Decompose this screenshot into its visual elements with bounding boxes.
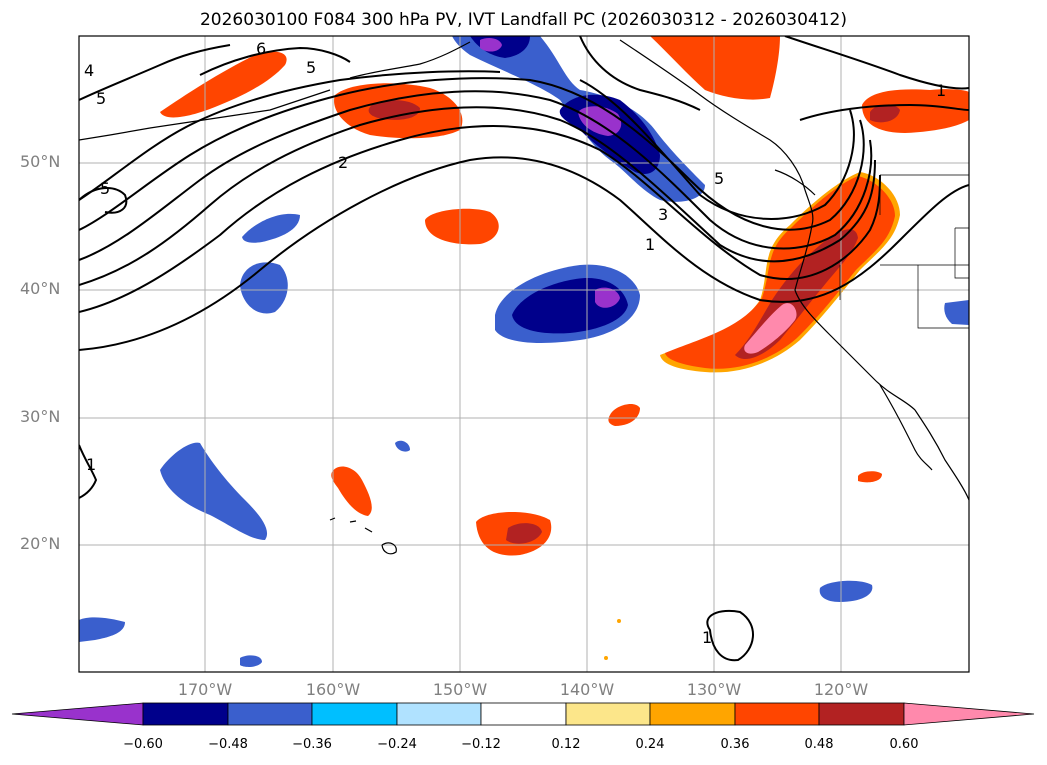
colorbar-tick-label: 0.48	[804, 737, 834, 752]
contour-label: 1	[86, 455, 96, 474]
contour-label: 5	[306, 58, 316, 77]
positive-anomaly-areas	[160, 36, 969, 660]
map-frame	[78, 35, 970, 673]
lon-tick-label: 120°W	[813, 680, 869, 699]
figure-title: 2026030100 F084 300 hPa PV, IVT Landfall…	[199, 10, 847, 30]
colorbar-tick-label: 0.12	[551, 737, 581, 752]
lat-tick-label: 50°N	[20, 152, 61, 171]
contour-label: 2	[338, 153, 348, 172]
contour-label: 6	[256, 39, 266, 58]
lon-tick-label: 160°W	[305, 680, 361, 699]
contour-label: 1	[645, 235, 655, 254]
contour-label: 5	[100, 179, 110, 198]
lat-tick-label: 40°N	[20, 279, 61, 298]
colorbar-extend-low	[11, 702, 144, 726]
lon-tick-label: 150°W	[432, 680, 488, 699]
colorbar-tick-label: −0.48	[208, 737, 248, 752]
colorbar-tick-label: 0.36	[720, 737, 750, 752]
graticule	[79, 36, 969, 672]
colorbar-tick-label: 0.60	[889, 737, 919, 752]
colorbar-tick-label: −0.12	[461, 737, 501, 752]
colorbar-tick-label: −0.24	[377, 737, 417, 752]
negative-anomaly-areas	[79, 36, 969, 667]
contour-label: 3	[658, 205, 668, 224]
lat-tick-label: 20°N	[20, 534, 61, 553]
contour-label: 4	[84, 61, 94, 80]
lon-tick-label: 140°W	[559, 680, 615, 699]
lat-tick-label: 30°N	[20, 407, 61, 426]
contour-labels: 6 5 4 5 2 5 5 3 1 1 1 1	[84, 39, 946, 647]
contour-label: 5	[96, 89, 106, 108]
contour-label: 5	[714, 169, 724, 188]
contour-label: 1	[936, 81, 946, 100]
colorbar-tick-label: −0.60	[123, 737, 163, 752]
colorbar-tick-label: −0.36	[292, 737, 332, 752]
lon-tick-label: 170°W	[177, 680, 233, 699]
lon-tick-label: 130°W	[686, 680, 742, 699]
colorbar-extend-high	[903, 702, 1035, 726]
coastlines	[79, 39, 969, 555]
contour-label: 1	[702, 628, 712, 647]
colorbar-tick-label: 0.24	[635, 737, 665, 752]
pv-contours	[79, 36, 969, 662]
colorbar	[11, 702, 1035, 726]
